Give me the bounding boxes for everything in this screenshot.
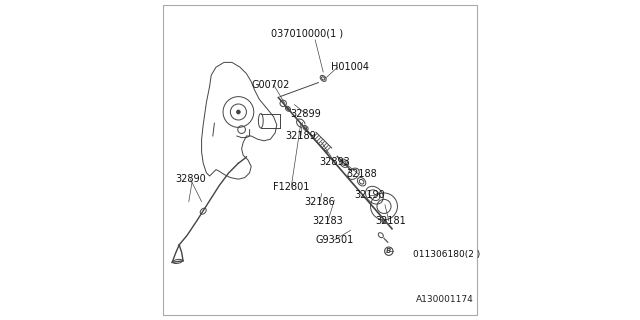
Text: G00702: G00702 <box>252 80 289 90</box>
Text: G93501: G93501 <box>316 235 353 245</box>
Text: B: B <box>386 248 392 254</box>
Text: 32893: 32893 <box>319 156 350 167</box>
Circle shape <box>237 110 240 114</box>
Text: 037010000(1 ): 037010000(1 ) <box>271 28 343 39</box>
Text: 32189: 32189 <box>285 131 316 141</box>
Text: 32186: 32186 <box>305 196 335 207</box>
Text: 32181: 32181 <box>375 216 406 226</box>
Text: 32190: 32190 <box>354 190 385 200</box>
Text: A130001174: A130001174 <box>416 295 474 304</box>
Text: 32183: 32183 <box>312 216 344 226</box>
Text: 32188: 32188 <box>346 169 377 180</box>
Text: F12801: F12801 <box>273 182 309 192</box>
Text: 32899: 32899 <box>290 108 321 119</box>
Text: H01004: H01004 <box>332 62 369 72</box>
Text: 011306180(2 ): 011306180(2 ) <box>413 250 480 259</box>
Text: 32890: 32890 <box>175 174 206 184</box>
